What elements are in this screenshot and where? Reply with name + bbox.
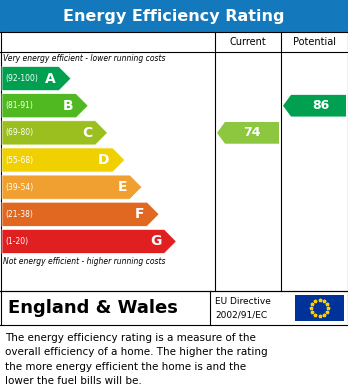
- Polygon shape: [2, 66, 71, 91]
- Text: G: G: [150, 235, 161, 248]
- Text: The energy efficiency rating is a measure of the
overall efficiency of a home. T: The energy efficiency rating is a measur…: [5, 333, 268, 386]
- Text: Not energy efficient - higher running costs: Not energy efficient - higher running co…: [3, 256, 166, 265]
- Polygon shape: [2, 175, 142, 199]
- Text: Energy Efficiency Rating: Energy Efficiency Rating: [63, 9, 285, 23]
- Polygon shape: [2, 202, 159, 226]
- Text: 74: 74: [243, 126, 261, 139]
- Polygon shape: [217, 122, 279, 144]
- Polygon shape: [2, 121, 108, 145]
- Text: (55-68): (55-68): [5, 156, 33, 165]
- Polygon shape: [2, 230, 176, 253]
- Polygon shape: [2, 93, 88, 118]
- Text: E: E: [117, 180, 127, 194]
- Text: A: A: [45, 72, 56, 86]
- Text: D: D: [98, 153, 110, 167]
- Text: (81-91): (81-91): [5, 101, 33, 110]
- Text: (1-20): (1-20): [5, 237, 28, 246]
- Polygon shape: [283, 95, 346, 117]
- Text: F: F: [135, 207, 144, 221]
- Text: Very energy efficient - lower running costs: Very energy efficient - lower running co…: [3, 54, 166, 63]
- Text: England & Wales: England & Wales: [8, 299, 178, 317]
- Text: Current: Current: [230, 37, 266, 47]
- Bar: [295, 295, 344, 321]
- Text: (21-38): (21-38): [5, 210, 33, 219]
- Text: (92-100): (92-100): [5, 74, 38, 83]
- Text: B: B: [63, 99, 73, 113]
- Text: EU Directive
2002/91/EC: EU Directive 2002/91/EC: [215, 297, 271, 319]
- Text: 86: 86: [312, 99, 329, 112]
- Text: (69-80): (69-80): [5, 128, 33, 137]
- Bar: [0, 0, 348, 32]
- Text: C: C: [82, 126, 93, 140]
- Text: Potential: Potential: [293, 37, 336, 47]
- Polygon shape: [2, 148, 125, 172]
- Text: (39-54): (39-54): [5, 183, 33, 192]
